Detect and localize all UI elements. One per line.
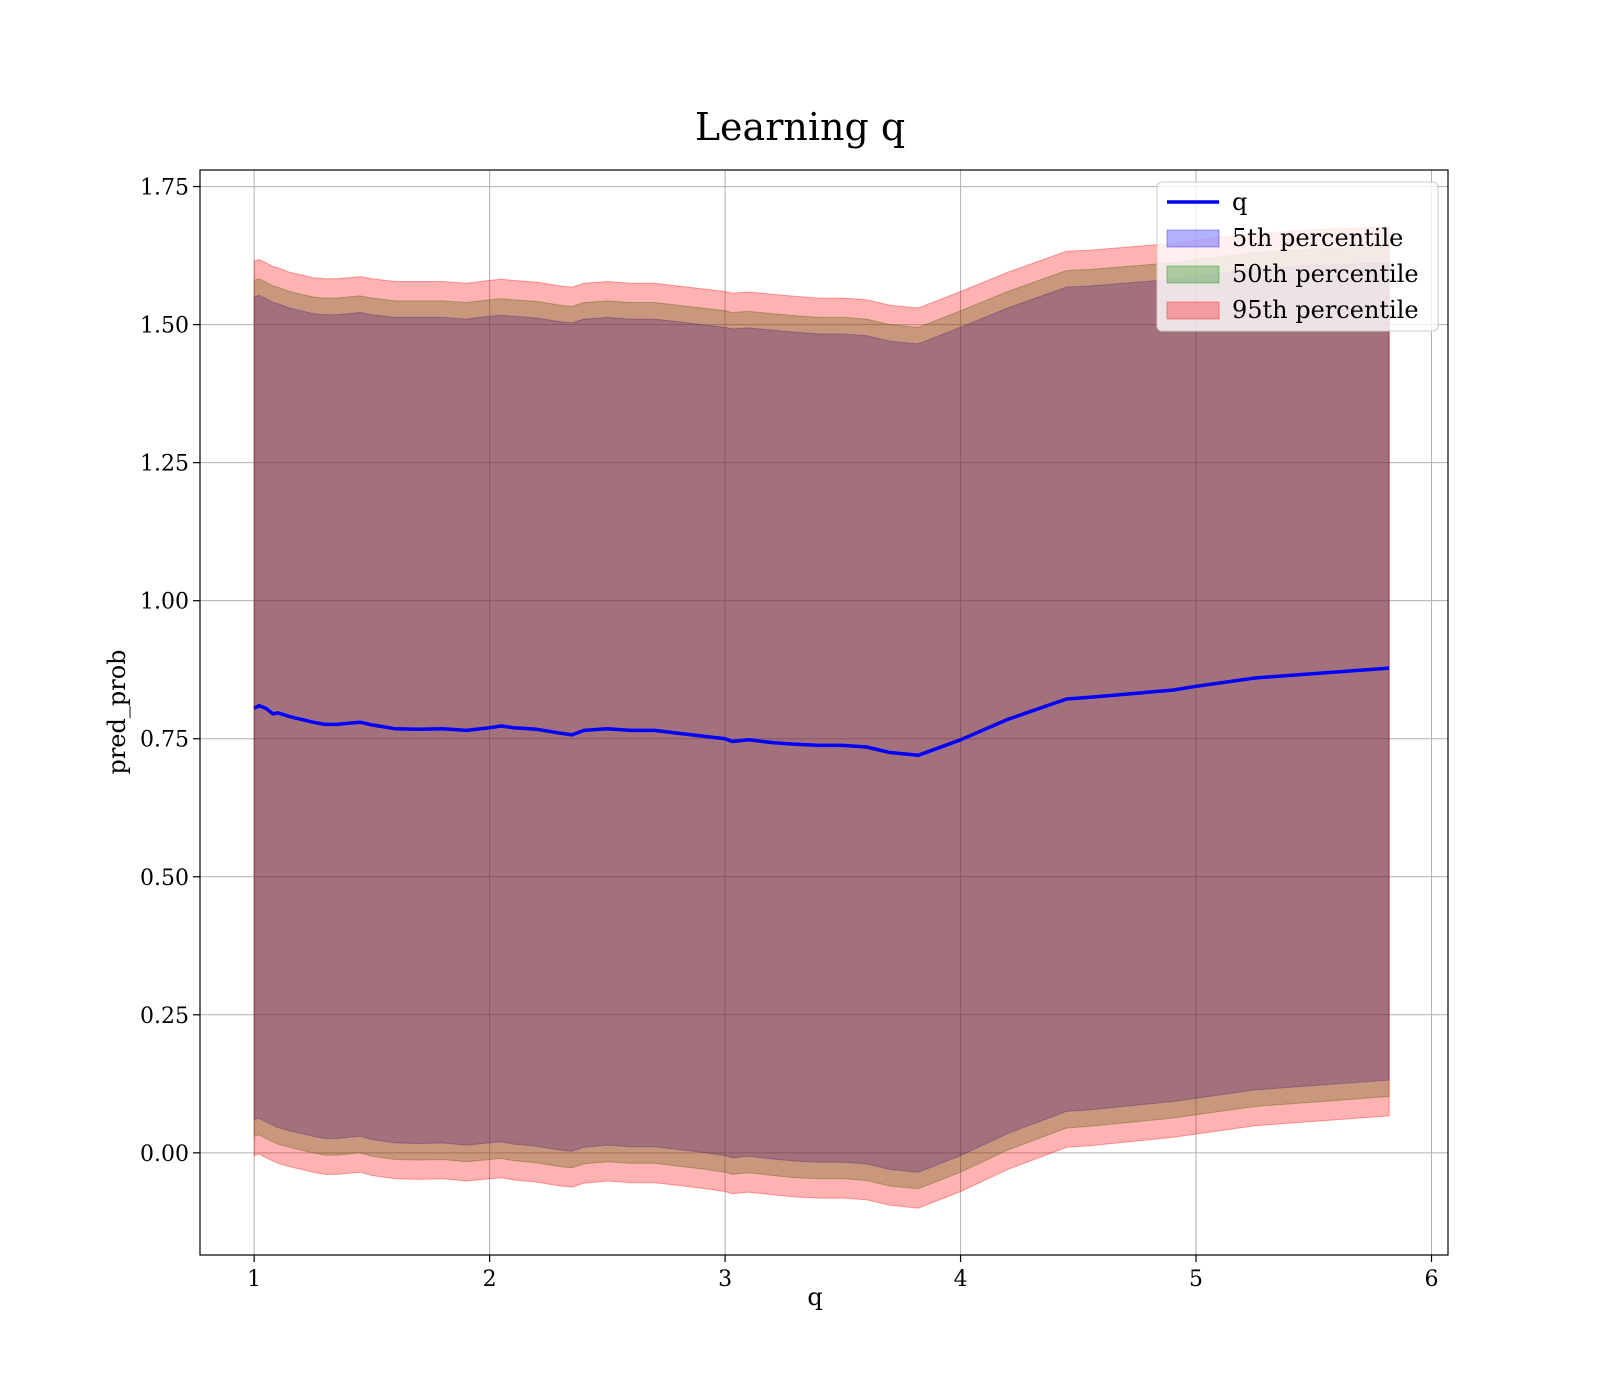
x-tick-label: 2 — [483, 1267, 497, 1292]
x-tick-label: 1 — [247, 1267, 261, 1292]
y-tick-label: 1.75 — [140, 176, 189, 201]
bands — [253, 226, 1390, 1209]
legend: q 5th percentile 50th percentile 95th perce… — [1156, 181, 1439, 332]
y-tick-label: 0.75 — [140, 728, 189, 753]
series-line-q — [253, 666, 1390, 758]
x-tick-label: 6 — [1425, 1267, 1439, 1292]
x-axis-label: q — [807, 1283, 822, 1311]
plot-frame — [199, 169, 1449, 1256]
band-5th-percentile — [253, 262, 1390, 1173]
x-tick-label: 5 — [1189, 1267, 1203, 1292]
ticks: 1 2 3 4 5 6 0.00 0.25 0.50 0.75 1.00 1.25 1.50 1.75 — [140, 176, 1439, 1292]
x-tick-label: 4 — [954, 1267, 968, 1292]
legend-box — [1156, 181, 1439, 332]
y-axis-label: pred_prob — [103, 649, 131, 774]
legend-label: 95th percentile — [1232, 296, 1419, 324]
legend-label: 50th percentile — [1232, 260, 1419, 288]
legend-swatch-band — [1166, 301, 1220, 320]
legend-label: 5th percentile — [1232, 224, 1403, 252]
y-tick-label: 1.50 — [140, 314, 189, 339]
chart-title: Learning q — [695, 105, 905, 149]
y-tick-label: 0.25 — [140, 1004, 189, 1029]
y-tick-label: 1.25 — [140, 452, 189, 477]
legend-label: q — [1232, 188, 1247, 216]
legend-swatch-band — [1166, 265, 1220, 284]
x-tick-label: 3 — [718, 1267, 732, 1292]
band-95th-percentile — [253, 226, 1390, 1209]
lines — [253, 666, 1390, 758]
band-50th-percentile — [253, 245, 1390, 1190]
y-tick-label: 0.50 — [140, 866, 189, 891]
y-tick-label: 0.00 — [140, 1142, 189, 1167]
legend-swatch-band — [1166, 229, 1220, 248]
y-tick-label: 1.00 — [140, 590, 189, 615]
